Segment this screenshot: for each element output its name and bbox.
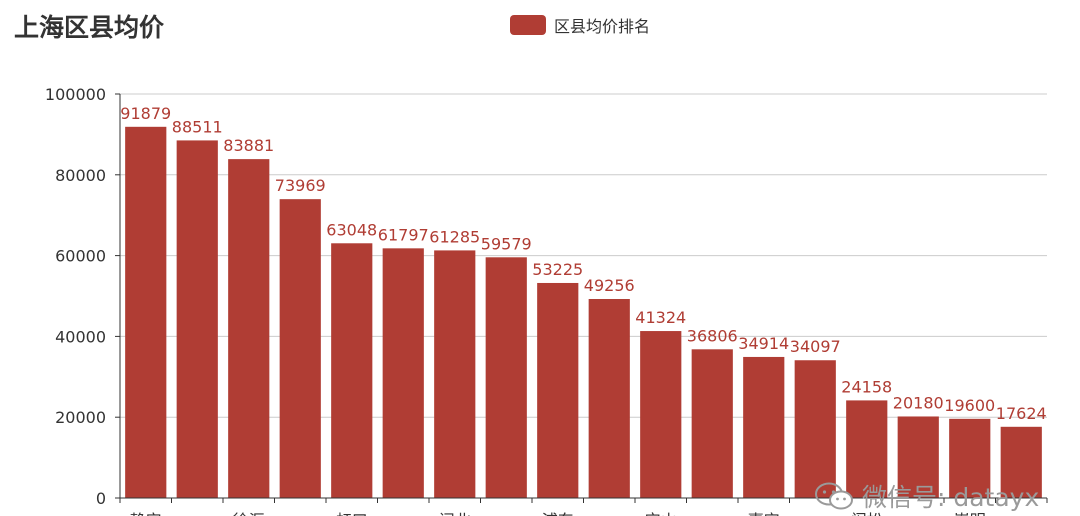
x-tick-label: 虹口 [336,511,368,516]
x-tick-label: 宝山 [645,511,677,516]
data-label: 24158 [841,377,892,396]
x-tick-label: 徐汇 [233,511,265,516]
y-tick-label: 20000 [55,408,106,427]
data-label: 73969 [275,176,326,195]
legend-label: 区县均价排名 [554,17,651,36]
data-label: 17624 [996,404,1047,423]
bar [794,360,836,498]
bar [588,299,630,498]
bar [897,416,939,498]
y-tick-label: 80000 [55,166,106,185]
bar [176,140,218,498]
data-label: 49256 [584,276,635,295]
bar [1000,426,1042,498]
wechat-icon [815,482,853,510]
data-label: 53225 [532,260,583,279]
y-tick-label: 40000 [55,327,106,346]
bar [640,331,682,498]
data-label: 41324 [635,308,686,327]
legend[interactable]: 区县均价排名 [510,13,650,37]
data-label: 34097 [790,337,841,356]
data-label: 59579 [481,234,532,253]
data-label: 88511 [172,117,223,136]
data-label: 61285 [429,227,480,246]
x-tick-label: 浦东 [542,511,574,516]
data-label: 19600 [944,396,995,415]
watermark: 微信号: datayx [814,478,1039,514]
gridlines [120,93,1047,418]
x-tick-label: 静安 [130,511,162,516]
bar [228,159,270,498]
data-label: 36806 [687,326,738,345]
bars [125,126,1042,499]
watermark-text: 微信号: datayx [862,483,1040,512]
x-tick-label: 嘉定 [748,511,780,516]
bar [382,248,424,498]
bar [434,250,476,498]
y-tick-label: 0 [96,489,106,508]
bar [485,257,527,498]
bar [846,400,888,498]
bar [537,282,579,498]
y-tick-label: 60000 [55,247,106,266]
bar [279,199,321,499]
data-label: 63048 [326,220,377,239]
data-label: 83881 [223,136,274,155]
bar [691,349,733,498]
x-tick-label: 闸北 [439,511,471,516]
x-tick-label: 闵松 [851,511,883,516]
x-tick-label: 崇明 [954,511,986,516]
legend-swatch [510,15,546,35]
bar [331,243,373,498]
y-tick-label: 100000 [45,85,106,104]
data-label: 20180 [893,393,944,412]
chart-title: 上海区县均价 [14,13,165,42]
data-label: 61797 [378,225,429,244]
bar [125,126,167,498]
bar [743,356,785,498]
bar [949,418,991,498]
x-axis: 静安 徐汇 虹口 闸北 浦东 宝山 嘉定 闵松 崇明 [119,497,1048,516]
data-label: 91879 [120,104,171,123]
data-label: 34914 [738,334,789,353]
y-axis: 0 20000 40000 60000 80000 100000 [45,85,121,508]
